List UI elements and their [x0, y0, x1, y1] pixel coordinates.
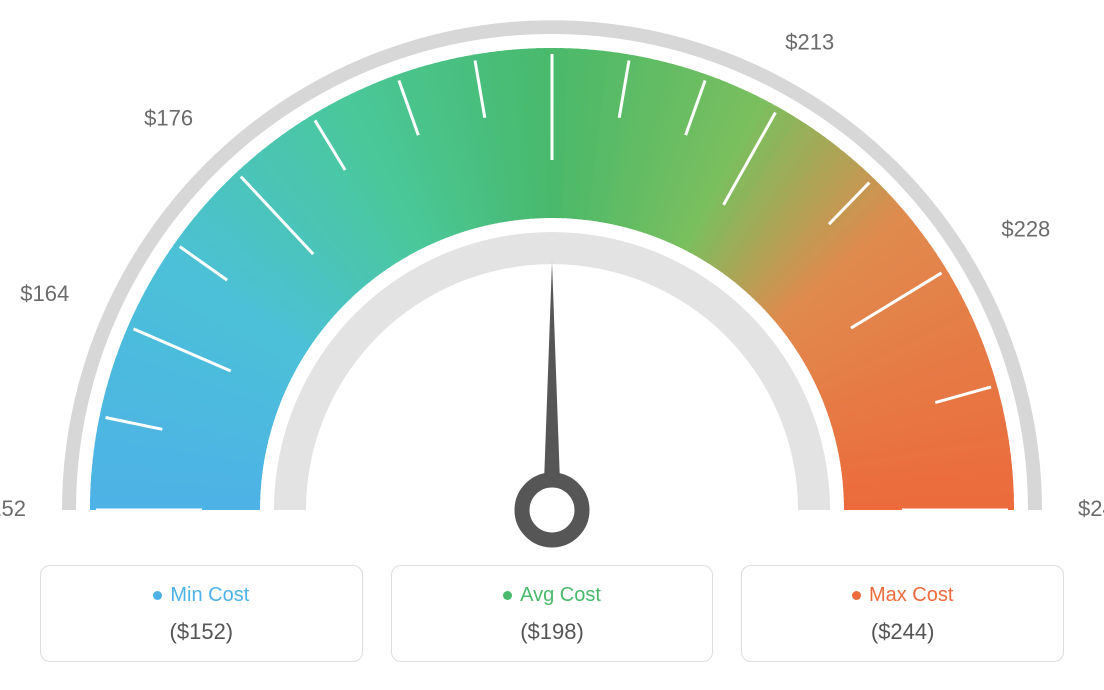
gauge-tick-label: $176 — [144, 105, 193, 130]
legend-card-min: Min Cost ($152) — [40, 565, 363, 662]
gauge-tick-label: $164 — [20, 281, 69, 306]
gauge-tick-label: $228 — [1001, 217, 1050, 242]
gauge-tick-label: $244 — [1078, 496, 1104, 521]
legend-label-avg: Avg Cost — [520, 584, 601, 607]
legend-card-max: Max Cost ($244) — [741, 565, 1064, 662]
legend-title-max: Max Cost — [852, 584, 953, 607]
legend-value-max: ($244) — [752, 619, 1053, 645]
legend-value-min: ($152) — [51, 619, 352, 645]
legend-card-avg: Avg Cost ($198) — [391, 565, 714, 662]
gauge-chart-container: $152$164$176$198$213$228$244 Min Cost ($… — [0, 0, 1104, 690]
gauge-tick-label: $213 — [785, 29, 834, 54]
gauge-area: $152$164$176$198$213$228$244 — [0, 0, 1104, 560]
gauge-tick-label: $152 — [0, 496, 26, 521]
gauge-needle-hub — [522, 480, 582, 540]
legend-title-avg: Avg Cost — [503, 584, 601, 607]
legend-label-min: Min Cost — [170, 584, 249, 607]
legend-label-max: Max Cost — [869, 584, 953, 607]
legend-dot-avg — [503, 591, 512, 600]
legend-row: Min Cost ($152) Avg Cost ($198) Max Cost… — [40, 565, 1064, 662]
legend-value-avg: ($198) — [402, 619, 703, 645]
legend-dot-max — [852, 591, 861, 600]
legend-title-min: Min Cost — [153, 584, 249, 607]
gauge-svg: $152$164$176$198$213$228$244 — [0, 0, 1104, 560]
legend-dot-min — [153, 591, 162, 600]
